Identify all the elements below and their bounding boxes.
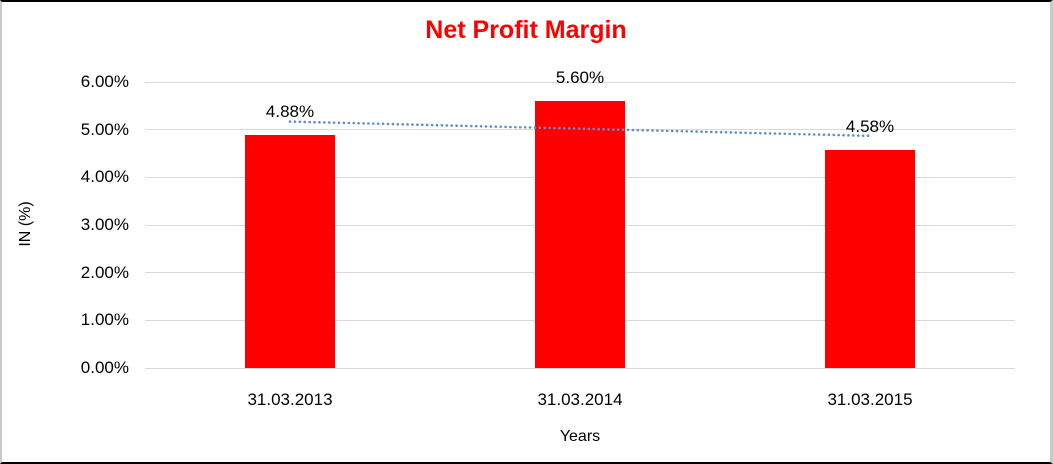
y-axis-tick-label: 1.00%	[80, 310, 129, 330]
y-axis-tick-label: 0.00%	[80, 358, 129, 377]
x-axis-tick-label: 31.03.2014	[537, 390, 623, 409]
gridline	[145, 81, 1015, 83]
y-axis-tick-label: 4.00%	[80, 167, 129, 187]
bar	[825, 149, 915, 368]
data-label: 4.58%	[845, 116, 895, 136]
y-axis-tick-label: 3.00%	[80, 215, 129, 234]
gridline	[145, 367, 1015, 369]
x-axis-title: Years	[559, 428, 601, 445]
y-axis-tick-label: 6.00%	[80, 72, 129, 91]
data-label: 5.60%	[555, 68, 605, 88]
x-axis-tick-label: 31.03.2015	[827, 390, 913, 409]
trendline	[288, 120, 872, 138]
y-axis-tick-label: 2.00%	[80, 262, 129, 282]
x-axis-tick-label: 31.03.2013	[247, 390, 333, 409]
data-label: 4.88%	[265, 102, 315, 122]
plot-area: 4.88% 5.60% 4.58%	[145, 68, 1015, 369]
y-axis-tick-label: 5.00%	[80, 119, 129, 139]
chart-title: Net Profit Margin	[425, 16, 627, 44]
bar	[535, 101, 625, 368]
bar	[245, 135, 335, 368]
